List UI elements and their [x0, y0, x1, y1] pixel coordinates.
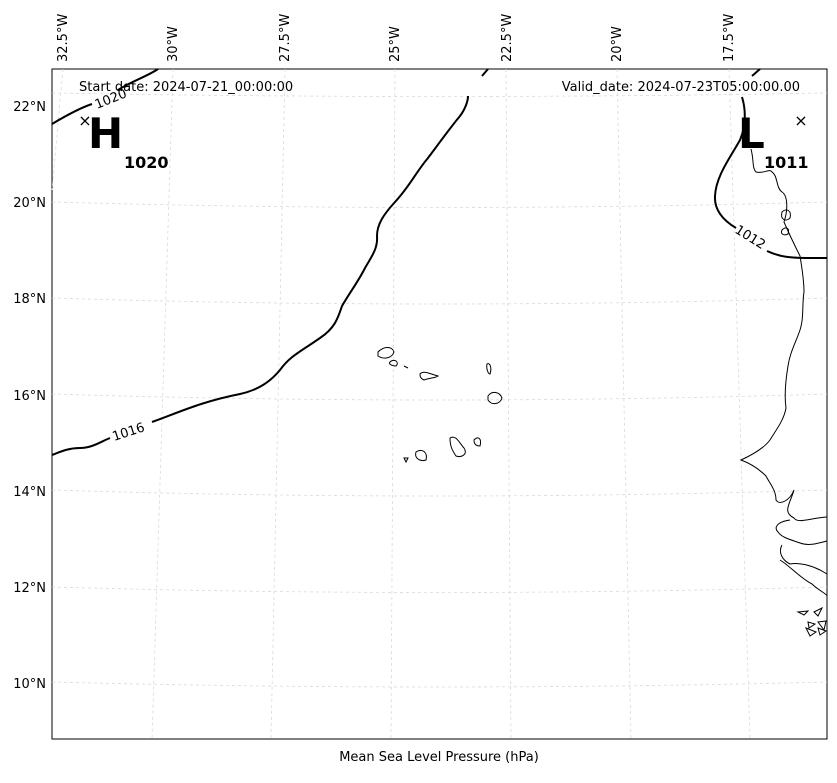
- island-maio: [473, 437, 481, 447]
- parallel-10n: [51, 681, 828, 688]
- isobar-1016: [151, 95, 469, 423]
- map-frame: [51, 68, 828, 740]
- meridian-20w: [616, 68, 632, 740]
- lon-tick-20w: 20°W: [610, 26, 625, 62]
- parallel-22n: [51, 92, 828, 97]
- meridian-25w: [390, 68, 396, 740]
- island-sao-nicolau: [419, 371, 439, 381]
- parallel-16n: [51, 393, 828, 401]
- lon-tick-22-5w: 22.5°W: [500, 14, 515, 62]
- graticule: [51, 68, 828, 740]
- island-santa-luzia: [403, 365, 409, 369]
- island-sao-vicente: [389, 359, 398, 367]
- meridian-30w: [151, 68, 174, 740]
- valid-date: Valid_date: 2024-07-23T05:00:00.00: [562, 80, 800, 95]
- lon-tick-25w: 25°W: [388, 26, 403, 62]
- meridian-17-5w: [728, 68, 751, 740]
- parallel-18n: [51, 297, 828, 305]
- lat-tick-10n: 10°N: [13, 677, 46, 692]
- high-letter: H: [88, 109, 123, 158]
- lon-tick-32-5w: 32.5°W: [56, 14, 71, 62]
- island-santo-antao: [377, 347, 395, 359]
- lat-tick-22n: 22°N: [13, 100, 46, 115]
- map-caption: Mean Sea Level Pressure (hPa): [339, 750, 539, 765]
- isobars: [51, 68, 827, 456]
- start-date: Start date: 2024-07-21_00:00:00: [79, 80, 293, 95]
- lon-tick-30w: 30°W: [166, 26, 181, 62]
- lat-tick-12n: 12°N: [13, 581, 46, 596]
- meridian-22-5w: [505, 68, 512, 740]
- bissagos-islands: [796, 606, 828, 637]
- lat-tick-18n: 18°N: [13, 292, 46, 307]
- high-pressure-center: × H 1020: [78, 109, 168, 172]
- parallel-12n: [51, 586, 828, 593]
- island-fogo: [415, 449, 427, 461]
- banc-d-arguin-island-a: [781, 209, 791, 221]
- lat-tick-14n: 14°N: [13, 485, 46, 500]
- banc-d-arguin-island-b: [781, 227, 789, 236]
- low-pressure-center: × L 1011: [738, 109, 809, 172]
- low-center-marker: ×: [794, 111, 807, 130]
- meridian-27-5w: [270, 68, 286, 740]
- parallel-20n: [51, 201, 828, 208]
- isobar-1012-b: [766, 250, 827, 259]
- lat-tick-20n: 20°N: [13, 196, 46, 211]
- island-sal: [486, 363, 492, 375]
- island-santiago: [449, 436, 466, 457]
- high-value: 1020: [124, 153, 169, 172]
- meridian-32-5w: [51, 68, 64, 191]
- coastlines: [377, 148, 828, 637]
- island-brava: [403, 457, 409, 464]
- low-letter: L: [738, 109, 765, 158]
- isobar-1012-top: [751, 68, 761, 77]
- isobar-1016-west: [51, 437, 111, 456]
- lon-tick-17-5w: 17.5°W: [722, 14, 737, 62]
- african-coast: [739, 148, 828, 522]
- low-value: 1011: [764, 153, 809, 172]
- isobar-1012-a: [713, 96, 746, 229]
- high-center-marker: ×: [78, 111, 91, 130]
- island-boa-vista: [487, 391, 503, 405]
- lon-tick-27-5w: 27.5°W: [278, 14, 293, 62]
- isobar-1020: [51, 68, 159, 125]
- parallel-14n: [51, 489, 828, 497]
- isobar-1016-top: [481, 68, 489, 77]
- lat-tick-16n: 16°N: [13, 389, 46, 404]
- gambia-senegal-coast: [775, 519, 828, 597]
